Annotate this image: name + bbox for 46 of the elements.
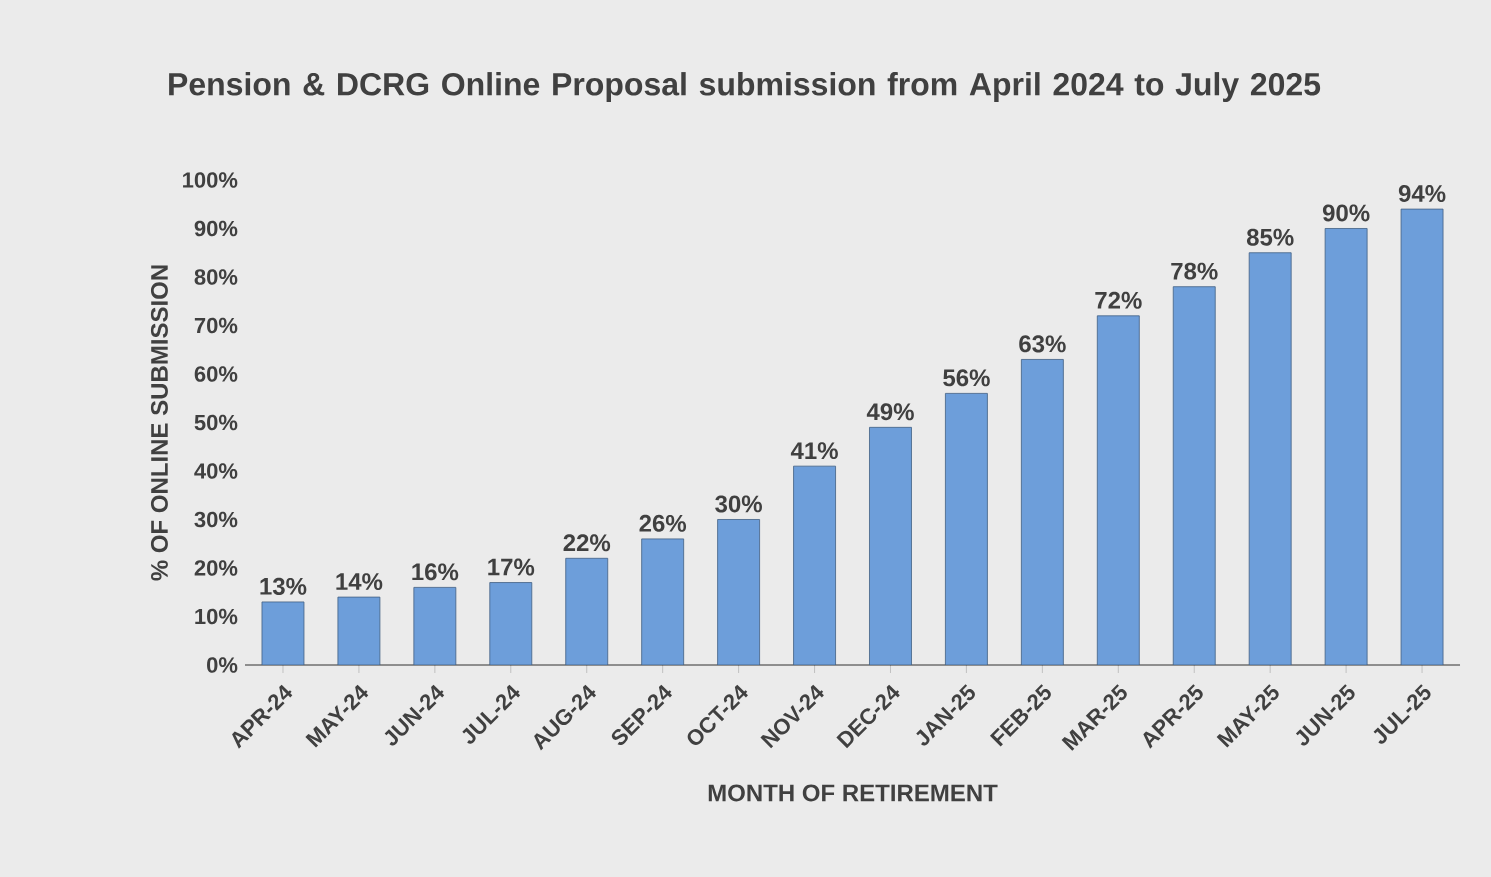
- data-label: 85%: [1246, 228, 1294, 246]
- bar: [717, 519, 761, 665]
- data-label: 78%: [1171, 262, 1218, 280]
- data-label: 90%: [1322, 204, 1370, 222]
- bar: [1400, 208, 1444, 665]
- bar: [1248, 252, 1292, 665]
- data-label: 13%: [260, 577, 307, 595]
- bar: [945, 392, 988, 665]
- bar: [1172, 286, 1216, 665]
- y-tick-label: 10%: [195, 608, 238, 625]
- bar: [869, 426, 912, 665]
- data-label: 30%: [715, 495, 762, 513]
- data-label: 63%: [1019, 335, 1066, 353]
- bar: [565, 557, 609, 665]
- x-axis-title: MONTH OF RETIREMENT: [708, 784, 998, 802]
- bar: [1324, 228, 1368, 665]
- bar: [793, 465, 836, 665]
- bar: [1096, 315, 1140, 665]
- chart-title: Pension & DCRG Online Proposal submission from April 2024 to July 2025: [169, 72, 1321, 102]
- bar: [261, 601, 305, 665]
- y-tick-label: 70%: [194, 317, 238, 334]
- y-tick-label: 50%: [194, 414, 238, 431]
- data-label: 16%: [412, 563, 459, 581]
- data-label: 49%: [866, 403, 914, 421]
- data-label: 41%: [790, 442, 838, 460]
- data-label: 26%: [639, 514, 687, 532]
- y-tick-label: 40%: [194, 463, 238, 479]
- bar: [413, 587, 457, 665]
- y-tick-label: 90%: [194, 220, 238, 237]
- data-label: 22%: [563, 534, 611, 552]
- y-tick-label: 20%: [194, 560, 238, 576]
- bar: [1020, 359, 1064, 665]
- data-label: 94%: [1398, 185, 1446, 203]
- y-tick-label: 60%: [194, 366, 238, 382]
- data-label: 14%: [336, 573, 383, 591]
- bar: [489, 582, 533, 665]
- y-tick-label: 80%: [194, 269, 238, 285]
- data-label: 72%: [1095, 291, 1142, 309]
- y-tick-label: 30%: [194, 511, 238, 528]
- y-axis-title: % OF ONLINE SUBMISSION: [150, 265, 168, 581]
- y-tick-label: 0%: [207, 657, 238, 673]
- bar: [337, 596, 381, 665]
- data-label: 56%: [943, 369, 990, 387]
- y-tick-label: 100%: [183, 172, 238, 188]
- bar: [641, 538, 685, 665]
- data-label: 17%: [488, 558, 535, 576]
